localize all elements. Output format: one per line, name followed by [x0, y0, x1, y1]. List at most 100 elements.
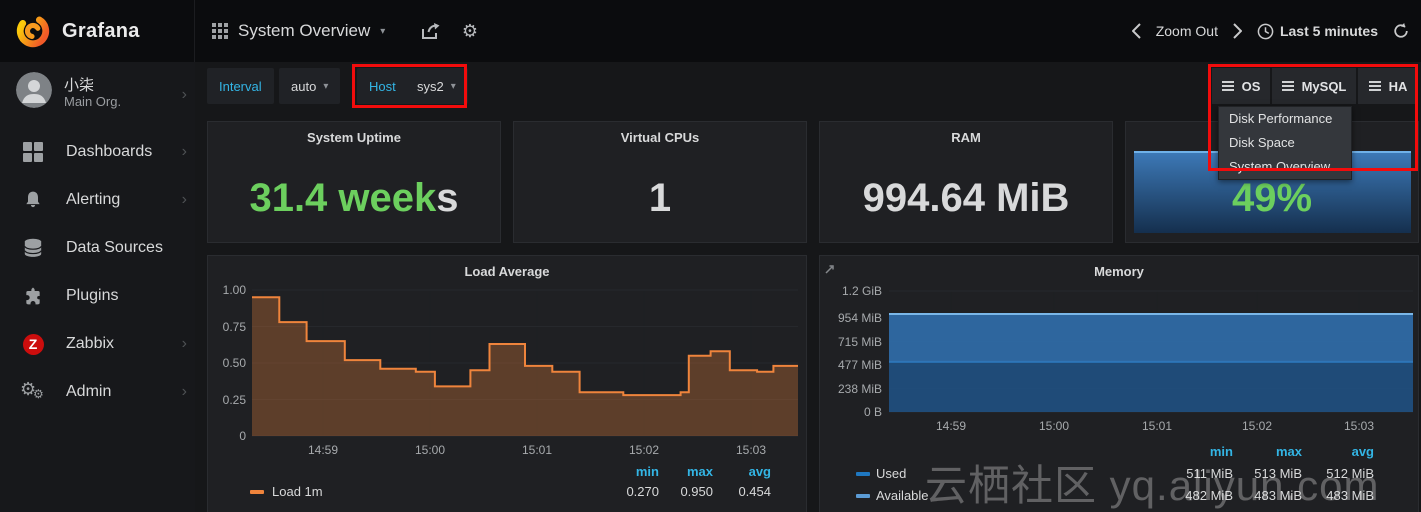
- time-shift-forward-button[interactable]: [1233, 23, 1242, 39]
- x-axis-label: 14:59: [307, 443, 339, 457]
- sidebar-item-data-sources[interactable]: Data Sources: [0, 224, 195, 272]
- dashboard-title: System Overview: [238, 21, 371, 40]
- panel-title[interactable]: System Uptime: [307, 130, 401, 145]
- legend-value-max: 513 MiB: [1254, 466, 1302, 481]
- x-axis-label: 15:01: [1141, 419, 1173, 433]
- interval-label: Interval: [219, 78, 262, 94]
- sidebar-item-plugins[interactable]: Plugins: [0, 272, 195, 320]
- hamburger-icon: [1368, 81, 1381, 91]
- zabbix-icon: Z: [20, 333, 46, 355]
- share-button[interactable]: [410, 0, 450, 62]
- interval-value: auto: [291, 78, 317, 94]
- legend-header-max[interactable]: max: [686, 464, 713, 479]
- panel-system-uptime: System Uptime 31.4 weeks: [207, 121, 501, 243]
- legend-header-avg[interactable]: avg: [1351, 444, 1374, 459]
- y-axis-label: 238 MiB: [837, 382, 882, 396]
- interval-variable-dropdown[interactable]: auto ▾: [279, 68, 341, 104]
- grafana-brand[interactable]: Grafana: [0, 0, 195, 62]
- legend-header-min[interactable]: min: [635, 464, 659, 479]
- panel-title[interactable]: Memory: [1094, 264, 1144, 279]
- legend-series-available[interactable]: Available: [876, 488, 929, 503]
- plugin-puzzle-icon: [20, 286, 46, 306]
- menu-item-disk-performance[interactable]: Disk Performance: [1229, 111, 1333, 126]
- legend-series-load-1m[interactable]: Load 1m: [272, 484, 323, 499]
- top-navbar: Grafana System Overview ▾ ⚙: [0, 0, 1421, 62]
- os-menu-button[interactable]: OS: [1212, 68, 1270, 104]
- y-axis-label: 0 B: [863, 405, 882, 419]
- chevron-right-icon: ›: [181, 86, 187, 103]
- avatar: [16, 72, 52, 108]
- mysql-menu-label: MySQL: [1301, 78, 1347, 94]
- panel-load-average: Load Average 1.00 0.75 0.50 0.25 0 14:59 15:00…: [207, 255, 807, 512]
- host-variable-label[interactable]: Host: [357, 68, 408, 104]
- user-name: 小柒: [64, 77, 95, 94]
- brand-name: Grafana: [62, 19, 140, 42]
- chevron-left-icon: [1131, 23, 1141, 39]
- sidebar-user-section[interactable]: 小柒 Main Org. ›: [0, 62, 195, 128]
- clock-icon: [1257, 23, 1274, 39]
- legend-value-max: 0.950: [680, 484, 713, 499]
- chevron-right-icon: ›: [181, 191, 187, 208]
- admin-gears-icon: ⚙ ⚙: [20, 379, 44, 401]
- y-axis-label: 954 MiB: [837, 311, 882, 325]
- time-range-button[interactable]: Last 5 minutes: [1257, 23, 1378, 40]
- sidebar: 小柒 Main Org. › Dashboards › Alerting › D…: [0, 62, 195, 512]
- legend-value-avg: 0.454: [738, 484, 771, 499]
- legend-header-avg[interactable]: avg: [748, 464, 771, 479]
- legend-value-avg: 512 MiB: [1326, 466, 1374, 481]
- sidebar-item-label: Zabbix: [66, 335, 115, 352]
- y-axis-label: 715 MiB: [837, 335, 882, 349]
- zoom-out-button[interactable]: Zoom Out: [1156, 23, 1218, 39]
- refresh-icon: [1394, 23, 1408, 38]
- panel-memory: Memory 1.2 GiB 954 MiB 715 MiB 477 MiB 238 M…: [819, 255, 1419, 512]
- legend-series-used[interactable]: Used: [876, 466, 907, 481]
- legend-header-min[interactable]: min: [1209, 444, 1233, 459]
- dashboards-grid-icon: [20, 142, 46, 162]
- chevron-down-icon: ▾: [380, 25, 386, 37]
- legend-header-max[interactable]: max: [1275, 444, 1302, 459]
- host-variable-dropdown[interactable]: sys2 ▾: [405, 68, 468, 104]
- legend-value-max: 483 MiB: [1254, 488, 1302, 503]
- sidebar-item-admin[interactable]: ⚙ ⚙ Admin ›: [0, 368, 195, 416]
- x-axis-label: 15:01: [521, 443, 553, 457]
- time-shift-back-button[interactable]: [1131, 23, 1141, 39]
- legend-swatch: [856, 472, 870, 476]
- panel-title[interactable]: RAM: [951, 130, 981, 145]
- ha-menu-button[interactable]: HA: [1358, 68, 1418, 104]
- sidebar-item-label: Alerting: [66, 191, 121, 208]
- legend-swatch: [856, 494, 870, 498]
- chevron-down-icon: ▾: [323, 80, 329, 92]
- panel-title[interactable]: Virtual CPUs: [620, 130, 700, 145]
- ha-menu-label: HA: [1388, 78, 1408, 94]
- memory-plot[interactable]: [889, 290, 1413, 413]
- sidebar-item-label: Dashboards: [66, 143, 153, 160]
- stat-value: 49%: [1231, 176, 1313, 220]
- refresh-button[interactable]: [1393, 23, 1409, 39]
- sidebar-item-zabbix[interactable]: Z Zabbix ›: [0, 320, 195, 368]
- panel-virtual-cpus: Virtual CPUs 1: [513, 121, 807, 243]
- x-axis-label: 15:03: [735, 443, 767, 457]
- panel-title[interactable]: Load Average: [464, 264, 550, 279]
- hamburger-icon: [1281, 81, 1294, 91]
- menu-item-disk-space[interactable]: Disk Space: [1229, 135, 1295, 150]
- host-label: Host: [369, 78, 396, 94]
- menu-item-system-overview[interactable]: System Overview: [1229, 159, 1331, 174]
- sidebar-item-alerting[interactable]: Alerting ›: [0, 176, 195, 224]
- chevron-right-icon: [1233, 23, 1242, 39]
- mysql-menu-button[interactable]: MySQL: [1272, 68, 1356, 104]
- x-axis-label: 15:03: [1343, 419, 1375, 433]
- chevron-down-icon: ▾: [450, 80, 456, 92]
- load-average-plot[interactable]: [252, 289, 798, 437]
- dashboard-picker[interactable]: System Overview ▾: [196, 0, 401, 62]
- dashboard-settings-button[interactable]: ⚙: [450, 0, 490, 62]
- apps-grid-icon: [212, 23, 228, 39]
- y-axis-label: 0: [239, 429, 246, 443]
- os-dropdown-menu: Disk Performance Disk Space System Overv…: [1218, 106, 1352, 180]
- user-org: Main Org.: [64, 94, 122, 109]
- sidebar-item-dashboards[interactable]: Dashboards ›: [0, 128, 195, 176]
- legend-value-min: 0.270: [626, 484, 659, 499]
- external-link-icon[interactable]: [825, 261, 837, 279]
- interval-variable-label[interactable]: Interval: [207, 68, 274, 104]
- os-menu-label: OS: [1241, 78, 1261, 94]
